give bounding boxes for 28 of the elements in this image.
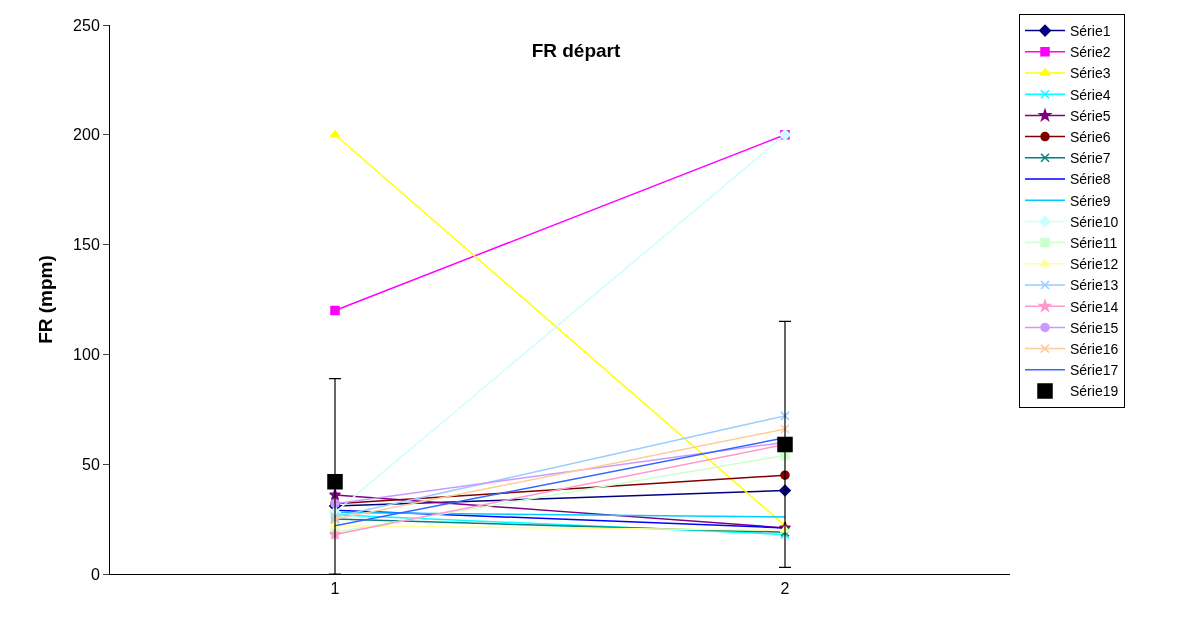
legend-label: Série3 — [1070, 65, 1111, 82]
legend-label: Série15 — [1070, 319, 1119, 336]
y-axis-title: FR (mpm) — [34, 255, 56, 344]
y-tick-label: 100 — [73, 346, 100, 363]
legend-label: Série10 — [1070, 213, 1119, 230]
legend-label: Série8 — [1070, 171, 1111, 188]
y-tick-label: 150 — [73, 236, 100, 254]
legend-label: Série9 — [1070, 192, 1111, 209]
y-tick-label: 200 — [73, 126, 100, 144]
y-tick-label: 250 — [73, 16, 100, 34]
legend-label: Série11 — [1070, 235, 1118, 252]
y-tick-label: 0 — [90, 565, 100, 583]
x-tick-label: 2 — [780, 580, 790, 598]
x-tick-label: 1 — [330, 580, 340, 598]
legend-label: Série2 — [1070, 44, 1111, 61]
legend-label: Série19 — [1070, 383, 1119, 400]
legend-label: Série5 — [1070, 107, 1111, 124]
legend-label: Série1 — [1070, 23, 1111, 40]
legend-label: Série7 — [1070, 150, 1111, 167]
text: FR départ — [531, 39, 621, 61]
legend-label: Série14 — [1070, 298, 1119, 315]
legend-label: Série17 — [1070, 362, 1119, 379]
legend-label: Série12 — [1070, 256, 1119, 273]
legend-label: Série13 — [1070, 277, 1119, 294]
legend-label: Série6 — [1070, 129, 1111, 146]
legend-label: Série16 — [1070, 341, 1119, 358]
y-tick-label: 50 — [82, 455, 100, 473]
legend-label: Série4 — [1070, 86, 1111, 103]
